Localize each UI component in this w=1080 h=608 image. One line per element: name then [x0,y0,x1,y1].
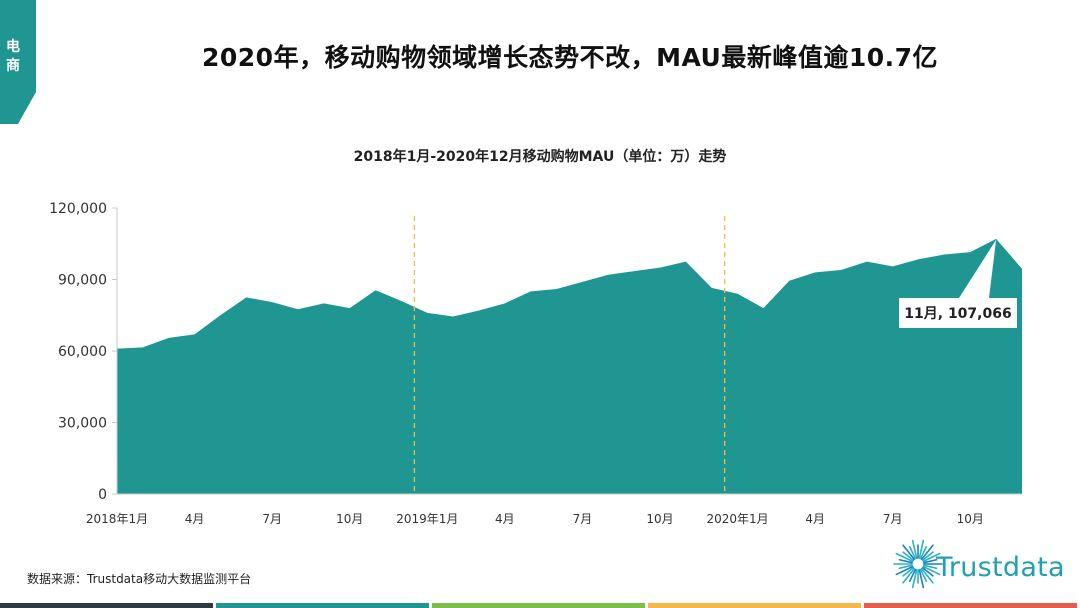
data-point-2019-06 [555,288,558,291]
sunburst-ray [895,565,914,576]
data-point-2019-07 [581,280,584,283]
mau-area [117,238,1022,494]
data-point-2019-05 [529,290,532,293]
logo-wordmark: Trustdata [936,552,1065,583]
x-tick-label: 10月 [957,512,984,526]
data-point-2020-02 [762,307,765,310]
sunburst-ray [902,566,915,577]
x-tick-label: 4月 [805,512,825,526]
data-point-2018-09 [322,302,325,305]
bottom-bar-segment [864,603,1077,608]
data-point-2018-08 [297,308,300,311]
data-point-2018-10 [348,307,351,310]
data-point-2020-04 [814,271,817,274]
data-point-2018-02 [141,346,144,349]
data-point-2019-10 [659,266,662,269]
data-source-note: 数据来源：Trustdata移动大数据监测平台 [27,572,252,586]
data-point-2020-11 [995,237,998,240]
x-tick-label: 4月 [495,512,515,526]
data-point-2020-05 [840,268,843,271]
y-tick-label: 120,000 [49,201,107,217]
sunburst-ray [918,539,925,559]
y-tick-label: 90,000 [58,273,107,289]
x-tick-label: 2020年1月 [706,512,768,526]
trustdata-logo: Trustdata [890,532,1070,594]
sunburst-ray [919,568,928,582]
data-point-2019-08 [607,273,610,276]
data-point-2020-06 [865,260,868,263]
x-tick-label: 10月 [646,512,673,526]
data-point-2018-03 [167,336,170,339]
data-point-2020-10 [969,251,972,254]
annotation-label: 11月, 107,066 [904,306,1011,322]
sunburst-ray [920,544,934,561]
data-point-2018-07 [271,301,274,304]
sunburst-icon [893,539,943,589]
data-point-2018-05 [219,314,222,317]
data-point-2018-11 [374,289,377,292]
data-point-2019-09 [633,270,636,273]
sunburst-ray [911,569,918,589]
sunburst-ray [898,564,913,570]
category-tag-shape [0,0,36,124]
category-tag-label: 电商 [6,39,20,74]
y-tick-label: 30,000 [58,416,107,432]
sunburst-ray [918,569,925,589]
sunburst-ray [902,567,916,584]
y-tick-label: 60,000 [58,344,107,360]
sunburst-ray [911,539,918,559]
data-point-2018-04 [193,333,196,336]
data-point-2020-09 [943,253,946,256]
annotation-box [899,298,1017,328]
data-point-2020-01 [736,292,739,295]
data-point-2020-08 [917,258,920,261]
y-tick-label: 0 [98,487,107,503]
data-point-2020-03 [788,279,791,282]
x-tick-label: 10月 [336,512,363,526]
data-point-2019-01 [426,311,429,314]
sunburst-ray [922,552,941,563]
sunburst-ray [922,565,941,576]
x-tick-label: 7月 [883,512,903,526]
sunburst-ray [902,544,916,561]
sunburst-ray [920,567,934,584]
x-tick-label: 2019年1月 [396,512,458,526]
sunburst-ray [908,546,917,560]
mau-area-chart: 0 30,000 60,000 90,000 120,000 2018年1月 4月 7月 10月… [49,201,1024,526]
x-tick-label: 7月 [262,512,282,526]
sunburst-ray [898,558,913,564]
sunburst-ray [919,546,928,560]
sunburst-ray [921,566,934,577]
bottom-bar-segment [432,603,645,608]
data-point-2019-12 [710,286,713,289]
data-point-2020-07 [891,265,894,268]
sunburst-ray [921,551,934,562]
sunburst-ray [923,564,938,570]
bottom-bar-segment [216,603,429,608]
page-title: 2020年，移动购物领域增长态势不改，MAU最新峰值逾10.7亿 [201,43,939,72]
sunburst-ray [923,558,938,564]
sunburst-ray [908,568,917,582]
bottom-bar-segment [648,603,861,608]
data-point-2018-06 [245,296,248,299]
x-tick-label: 7月 [573,512,593,526]
data-point-2020-12 [1021,267,1024,270]
sunburst-ray [902,551,915,562]
data-point-2019-11 [684,260,687,263]
x-tick-label: 4月 [185,512,205,526]
data-point-2019-04 [503,302,506,305]
chart-title: 2018年1月-2020年12月移动购物MAU（单位：万）走势 [353,149,727,165]
data-point-2019-03 [478,309,481,312]
data-point-2018-12 [400,299,403,302]
annotation-pointer [959,239,997,298]
bottom-bar-segment [0,603,213,608]
data-point-2019-02 [452,315,455,318]
category-tag: 电商 [0,0,36,124]
x-tick-label: 2018年1月 [86,512,148,526]
sunburst-ray [895,552,914,563]
